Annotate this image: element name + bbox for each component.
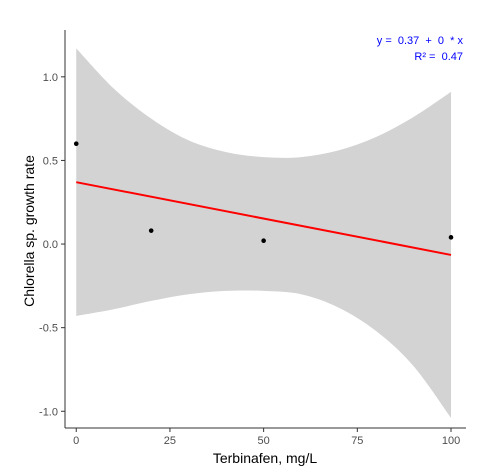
x-axis-ticks: 0 25 50 75 100 xyxy=(73,428,460,447)
data-point xyxy=(261,238,266,244)
x-axis-title: Terbinafen, mg/L xyxy=(213,450,317,466)
y-axis-ticks: -1.0 -0.5 0.0 0.5 1.0 xyxy=(39,72,65,418)
x-tick-label: 25 xyxy=(164,435,176,447)
data-point xyxy=(148,228,154,233)
y-tick-label: 0.5 xyxy=(43,155,58,167)
y-tick-label: -0.5 xyxy=(39,323,58,335)
regression-line xyxy=(76,181,452,256)
y-tick-label: 1.0 xyxy=(43,72,58,84)
x-tick-label: 0 xyxy=(73,435,79,447)
y-tick-label: 0.0 xyxy=(43,239,58,251)
confidence-band-layer xyxy=(76,48,452,418)
y-axis-title: Chlorella sp. growth rate xyxy=(21,155,37,307)
regression-line-layer xyxy=(76,181,452,256)
r-squared-label: R² = 0.47 xyxy=(414,51,463,63)
regression-equation-label: y = 0.37 + 0 * x xyxy=(377,35,464,47)
x-tick-label: 100 xyxy=(442,435,460,447)
confidence-band xyxy=(76,48,452,418)
data-points-layer xyxy=(73,141,454,244)
x-tick-label: 75 xyxy=(351,435,363,447)
data-point xyxy=(448,235,454,240)
data-point xyxy=(73,141,79,147)
x-tick-label: 50 xyxy=(258,435,270,447)
y-tick-label: -1.0 xyxy=(39,406,58,418)
